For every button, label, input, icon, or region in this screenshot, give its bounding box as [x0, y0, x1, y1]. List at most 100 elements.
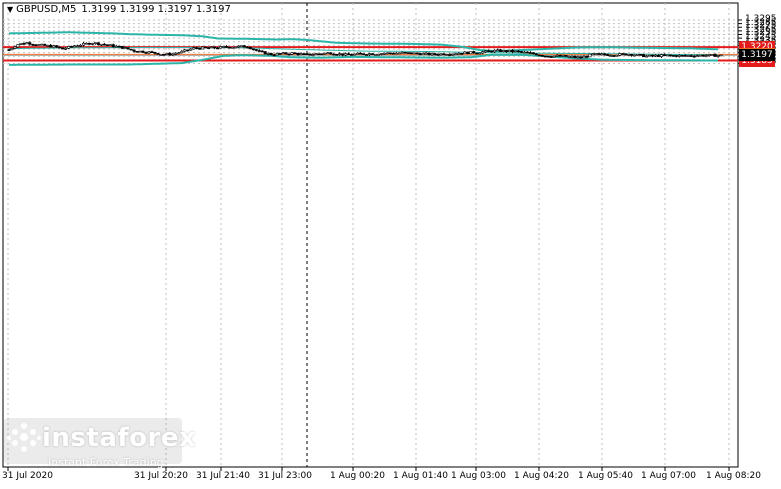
candle [43, 43, 47, 46]
upper-band [9, 31, 718, 53]
candle [469, 51, 473, 55]
candle [385, 52, 389, 55]
time-label: 1 Aug 04:20 [514, 471, 569, 481]
price-label: 1.3265 [745, 24, 777, 35]
candle [105, 44, 109, 47]
candle [460, 53, 464, 55]
candle [233, 46, 237, 49]
candle [537, 54, 541, 57]
candle [439, 53, 443, 56]
candle [490, 50, 494, 53]
candle [558, 54, 562, 57]
candle [457, 52, 461, 55]
candle [564, 55, 568, 57]
candle [227, 46, 231, 49]
candle [329, 52, 333, 55]
time-label: 1 Aug 08:20 [706, 471, 761, 481]
candle [522, 50, 526, 54]
candle [391, 52, 395, 55]
candle [147, 51, 151, 55]
candle [120, 45, 124, 50]
candle [347, 52, 351, 55]
candle [692, 54, 696, 58]
candle [114, 44, 118, 48]
candle [132, 49, 136, 53]
candle [621, 53, 625, 55]
candle [278, 53, 282, 55]
candle [505, 49, 509, 54]
candle [484, 50, 488, 54]
candle [668, 54, 672, 57]
candle [540, 54, 544, 57]
candle [317, 53, 321, 55]
candle [87, 42, 91, 45]
candle [353, 53, 357, 56]
candle [442, 53, 446, 56]
candle [424, 51, 428, 55]
candle [397, 52, 401, 55]
candle [588, 53, 592, 58]
candle [284, 51, 288, 55]
candle [680, 55, 684, 57]
candle [552, 55, 556, 58]
time-label: 1 Aug 01:40 [393, 471, 448, 481]
candle [254, 49, 258, 52]
candle [323, 52, 327, 55]
price-label: 1.3255 [745, 28, 777, 39]
candle [293, 52, 297, 55]
candle [332, 53, 336, 56]
candle [582, 54, 586, 59]
candle [79, 44, 83, 48]
candle [645, 55, 649, 58]
candle [603, 53, 607, 56]
candle [180, 49, 184, 54]
candle [433, 52, 437, 56]
candle [519, 50, 523, 54]
candle [713, 53, 717, 57]
candle [415, 52, 419, 55]
candle [55, 45, 59, 49]
candle [198, 47, 202, 50]
candle [650, 54, 654, 58]
candle [156, 53, 160, 55]
candle [403, 52, 407, 54]
caret-down-icon[interactable]: ▼ [7, 5, 14, 14]
candle [400, 51, 404, 54]
candle [359, 52, 363, 55]
candle [636, 53, 640, 56]
candle [633, 54, 637, 57]
candle [493, 49, 497, 53]
candle [597, 53, 601, 55]
candle [239, 45, 243, 47]
candle [150, 50, 154, 53]
candle [144, 51, 148, 54]
candle [281, 51, 285, 55]
candle [364, 54, 368, 56]
candle [335, 53, 339, 56]
candle [710, 54, 714, 56]
candle [409, 52, 413, 55]
candle [659, 53, 663, 58]
candle [320, 53, 324, 56]
candle [576, 55, 580, 59]
time-label: 1 Aug 05:40 [578, 471, 633, 481]
candle [171, 52, 175, 56]
candle [123, 46, 127, 49]
candle [716, 55, 720, 58]
candle [487, 49, 491, 52]
candle [245, 46, 249, 49]
candle [210, 46, 214, 49]
candle [412, 52, 416, 55]
candle [561, 54, 565, 57]
candle [570, 55, 574, 58]
candle [311, 53, 315, 57]
candle [466, 51, 470, 55]
candle [606, 53, 610, 56]
candle [618, 52, 622, 57]
candle [58, 46, 62, 49]
candle [499, 48, 503, 53]
candle [686, 55, 690, 57]
candle [662, 53, 666, 56]
